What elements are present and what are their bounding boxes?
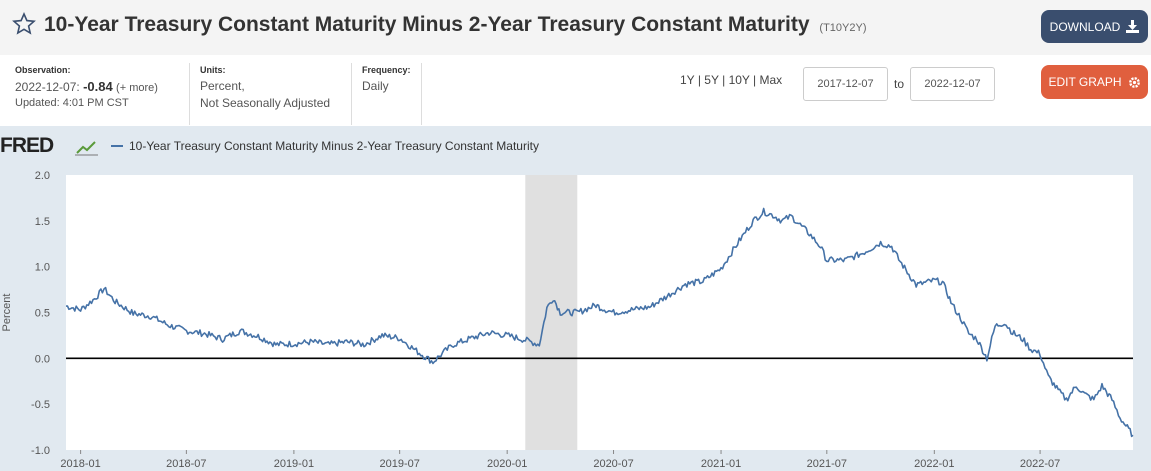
legend-label: 10-Year Treasury Constant Maturity Minus…	[129, 139, 539, 153]
y-axis-label: Percent	[1, 294, 13, 332]
y-tick-label: 0.5	[35, 308, 50, 320]
x-tick-label: 2019-07	[379, 458, 419, 470]
recession-band	[525, 175, 578, 450]
y-tick-label: 0.0	[35, 353, 50, 365]
range-divider: |	[753, 73, 757, 87]
range-1y[interactable]: 1Y	[680, 73, 695, 87]
x-tick-label: 2022-07	[1020, 458, 1060, 470]
series-title: 10-Year Treasury Constant Maturity Minus…	[44, 13, 810, 36]
frequency-block: Frequency: Daily	[362, 65, 411, 95]
edit-graph-button[interactable]: EDIT GRAPH	[1041, 65, 1148, 99]
observation-value: -0.84	[83, 79, 113, 94]
y-tick-label: -1.0	[31, 445, 50, 457]
y-tick-label: 1.0	[35, 262, 50, 274]
gear-icon	[1128, 76, 1140, 88]
divider	[189, 63, 190, 125]
edit-graph-label: EDIT GRAPH	[1048, 75, 1122, 89]
x-tick-label: 2020-01	[487, 458, 527, 470]
frequency-value: Daily	[362, 79, 389, 93]
download-icon	[1126, 20, 1140, 33]
x-tick-label: 2020-07	[593, 458, 633, 470]
download-button[interactable]: DOWNLOAD	[1041, 10, 1148, 43]
header-bar: 10-Year Treasury Constant Maturity Minus…	[0, 0, 1151, 55]
updated-time: Updated: 4:01 PM CST	[15, 97, 129, 109]
legend-swatch	[111, 145, 123, 147]
start-date-input[interactable]: 2017-12-07	[803, 67, 888, 101]
divider	[421, 63, 422, 125]
units-block: Units: Percent, Not Seasonally Adjusted	[200, 65, 330, 112]
range-10y[interactable]: 10Y	[728, 73, 750, 87]
x-tick-label: 2018-01	[60, 458, 100, 470]
range-divider: |	[697, 73, 701, 87]
x-tick-label: 2022-01	[914, 458, 954, 470]
y-tick-label: 1.5	[35, 216, 50, 228]
observation-label: Observation:	[15, 65, 71, 75]
fred-logo-text: FRED	[0, 134, 54, 157]
star-icon[interactable]	[12, 12, 36, 36]
download-label: DOWNLOAD	[1049, 19, 1121, 34]
series-line	[66, 207, 1134, 438]
meta-bar: Observation: 2022-12-07: -0.84 (+ more) …	[0, 55, 1151, 126]
frequency-label: Frequency:	[362, 65, 411, 75]
plot-background	[66, 175, 1133, 450]
y-tick-label: -0.5	[31, 399, 50, 411]
more-link[interactable]: (+ more)	[116, 82, 158, 94]
x-tick-label: 2021-07	[807, 458, 847, 470]
units-line2: Not Seasonally Adjusted	[200, 96, 331, 110]
x-tick-label: 2018-07	[166, 458, 206, 470]
units-label: Units:	[200, 65, 226, 75]
range-max[interactable]: Max	[759, 73, 783, 87]
fred-logo: FRED	[0, 134, 54, 158]
units-line1: Percent,	[200, 79, 245, 93]
observation-date: 2022-12-07:	[15, 80, 80, 94]
range-divider: |	[722, 73, 726, 87]
divider	[351, 63, 352, 125]
x-tick-label: 2021-01	[701, 458, 741, 470]
trend-chart-icon	[75, 141, 98, 156]
chart-plot[interactable]: 2.0 1.5 1.0 0.5 0.0 -0.5 -1.0 2018-01 2018-07 201…	[0, 126, 1151, 471]
observation-block: Observation: 2022-12-07: -0.84 (+ more) …	[15, 65, 158, 109]
y-tick-label: 2.0	[35, 170, 50, 182]
end-date-input[interactable]: 2022-12-07	[910, 67, 995, 101]
range-5y[interactable]: 5Y	[704, 73, 719, 87]
range-selector: 1Y | 5Y | 10Y | Max	[680, 73, 782, 87]
to-label: to	[894, 77, 905, 91]
x-tick-label: 2019-01	[274, 458, 314, 470]
series-id: (T10Y2Y)	[819, 22, 867, 34]
page-title: 10-Year Treasury Constant Maturity Minus…	[44, 13, 867, 37]
chart-container: FRED 10-Year Treasury Constant Maturity …	[0, 126, 1151, 471]
